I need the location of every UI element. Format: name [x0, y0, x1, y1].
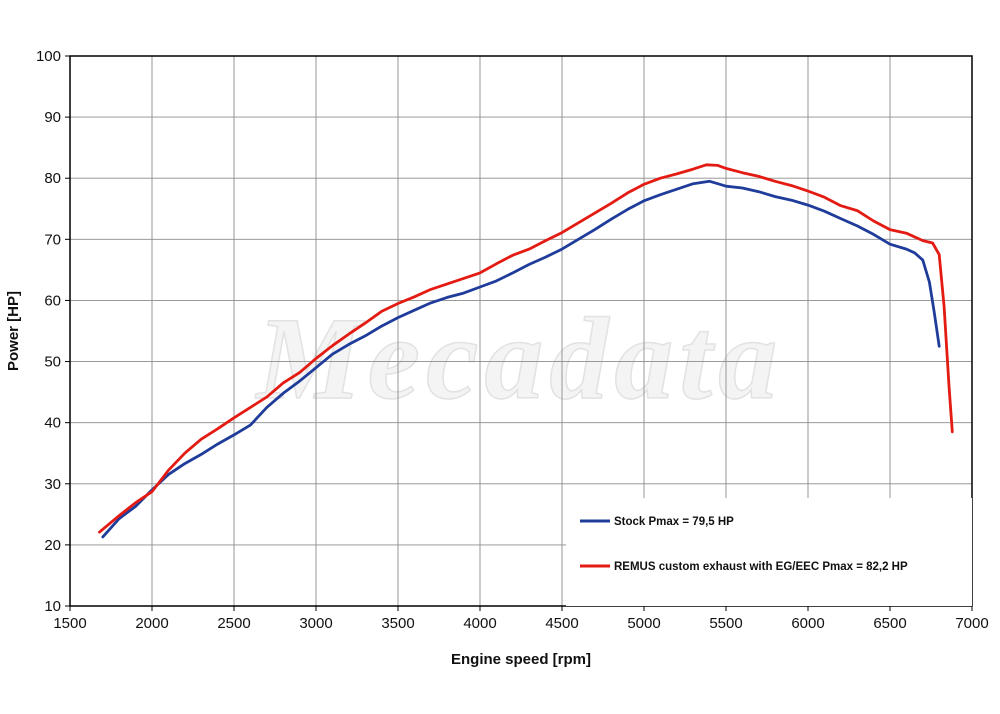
- x-tick-label: 4000: [463, 615, 496, 632]
- legend-box: [566, 498, 972, 606]
- y-tick-label: 30: [44, 476, 61, 493]
- x-tick-label: 3500: [381, 615, 414, 632]
- y-tick-label: 100: [36, 48, 61, 65]
- y-tick-label: 90: [44, 109, 61, 126]
- x-axis-title: Engine speed [rpm]: [451, 651, 591, 668]
- x-tick-label: 4500: [545, 615, 578, 632]
- legend-label: REMUS custom exhaust with EG/EEC Pmax = …: [614, 561, 908, 573]
- y-axis-ticks: 10 20 30 40 50 60 70 80 90 100: [36, 48, 70, 615]
- x-tick-label: 2000: [135, 615, 168, 632]
- x-tick-label: 1500: [53, 615, 86, 632]
- x-axis-ticks: 1500 2000 2500 3000 3500 4000 4500 5000 5500 6000…: [53, 606, 989, 632]
- grid: [70, 56, 972, 606]
- x-tick-label: 5500: [709, 615, 742, 632]
- x-tick-label: 3000: [299, 615, 332, 632]
- series-line-remus: [98, 163, 954, 534]
- y-axis-title: Power [HP]: [5, 291, 22, 371]
- y-tick-label: 80: [44, 170, 61, 187]
- x-tick-label: 7000: [955, 615, 988, 632]
- y-tick-label: 70: [44, 231, 61, 248]
- plot-frame: [69, 55, 973, 607]
- legend-label: Stock Pmax = 79,5 HP: [614, 516, 734, 528]
- watermark-text: Mecadata: [255, 293, 783, 424]
- x-tick-label: 6000: [791, 615, 824, 632]
- y-tick-label: 20: [44, 537, 61, 554]
- x-tick-label: 2500: [217, 615, 250, 632]
- y-tick-label: 50: [44, 354, 61, 371]
- y-tick-label: 40: [44, 415, 61, 432]
- series-line-stock: [101, 179, 941, 539]
- x-tick-label: 5000: [627, 615, 660, 632]
- legend: Stock Pmax = 79,5 HP REMUS custom exhaust…: [566, 498, 972, 606]
- y-tick-label: 60: [44, 292, 61, 309]
- series-lines: [98, 163, 954, 539]
- x-tick-label: 6500: [873, 615, 906, 632]
- y-tick-label: 10: [44, 598, 61, 615]
